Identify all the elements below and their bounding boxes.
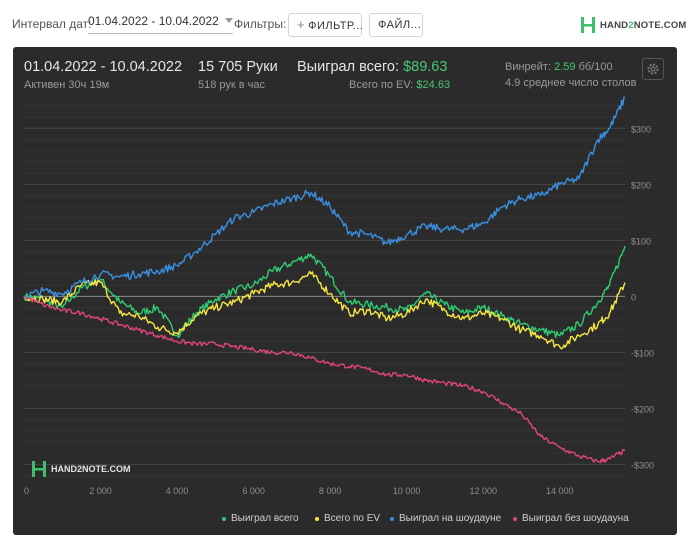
series-line-0 [23, 245, 626, 339]
legend-dot-icon [390, 516, 394, 521]
ev-total: Всего по EV: $24.63 [349, 79, 451, 91]
y-tick-label: $100 [631, 236, 651, 246]
won-total: Выиграл всего: $89.63 [297, 59, 448, 75]
filter-button[interactable]: + ФИЛЬТР... [288, 13, 364, 37]
x-tick-label: 10 000 [393, 486, 421, 496]
y-tick-label: -$200 [631, 404, 654, 414]
chart-watermark: HAND2NOTE.COM [31, 460, 131, 478]
avg-tables: 4.9 среднее число столов [505, 77, 637, 89]
gear-icon [647, 63, 659, 75]
logo-text: HAND2NOTE.COM [600, 19, 687, 31]
legend-dot-icon [315, 516, 319, 521]
legend-label: Выиграл на шоудауне [399, 513, 502, 524]
hands-count: 15 705 Руки [198, 59, 278, 75]
x-tick-label: 6 000 [242, 486, 265, 496]
logo-mark-icon [580, 16, 596, 34]
legend-label: Выиграл без шоудауна [522, 513, 629, 524]
y-tick-label: $200 [631, 180, 651, 190]
series-line-3 [23, 295, 626, 464]
x-tick-label: 14 000 [546, 486, 574, 496]
filters-label: Фильтры: [234, 17, 287, 31]
x-tick-label: 2 000 [89, 486, 112, 496]
series-line-1 [23, 270, 626, 350]
date-range-value: 01.04.2022 - 10.04.2022 [88, 14, 219, 28]
legend-item[interactable]: Выиграл всего [222, 513, 299, 524]
settings-button[interactable] [642, 58, 664, 80]
legend-item[interactable]: Выиграл на шоудауне [390, 513, 501, 524]
y-tick-label: -$300 [631, 460, 654, 470]
winrate: Винрейт: 2.59 бб/100 [505, 61, 613, 73]
series-line-2 [24, 96, 626, 299]
chevron-down-icon [224, 18, 233, 23]
filter-button-label: ФИЛЬТР... [308, 20, 364, 32]
legend-label: Всего по EV [324, 513, 381, 524]
hands-per-hour: 518 рук в час [198, 79, 266, 91]
file-button-label: ФАЙЛ... [378, 19, 422, 31]
x-tick-label: 4 000 [166, 486, 189, 496]
profit-chart: $300 $200 $100 0 -$100 -$200 -$300 0 2 000 4 000 6… [23, 96, 654, 496]
interval-label: Интервал дат: [12, 17, 92, 31]
y-tick-label: -$100 [631, 348, 654, 358]
legend-label: Выиграл всего [231, 513, 299, 524]
legend-dot-icon [222, 516, 226, 521]
hand2note-logo: HAND2NOTE.COM [580, 15, 687, 35]
legend-item[interactable]: Всего по EV [315, 513, 380, 524]
watermark-text: HAND2NOTE.COM [51, 464, 131, 474]
summary-date-range: 01.04.2022 - 10.04.2022 [24, 59, 183, 75]
y-tick-label: $300 [631, 124, 651, 134]
x-tick-label: 12 000 [469, 486, 497, 496]
watermark-logo-icon [32, 461, 46, 477]
plus-icon: + [297, 17, 306, 32]
file-button[interactable]: ФАЙЛ... [369, 13, 423, 37]
graph-panel: 01.04.2022 - 10.04.2022 Активен 30ч 19м … [13, 47, 677, 535]
legend-dot-icon [513, 516, 517, 521]
active-time: Активен 30ч 19м [24, 79, 110, 91]
y-tick-label: 0 [631, 292, 636, 302]
x-tick-label: 0 [24, 486, 29, 496]
filter-bar: Интервал дат: 01.04.2022 - 10.04.2022 Фи… [0, 0, 700, 46]
x-tick-label: 8 000 [319, 486, 342, 496]
date-range-select[interactable]: 01.04.2022 - 10.04.2022 [88, 14, 233, 34]
legend-item[interactable]: Выиграл без шоудауна [513, 513, 629, 524]
